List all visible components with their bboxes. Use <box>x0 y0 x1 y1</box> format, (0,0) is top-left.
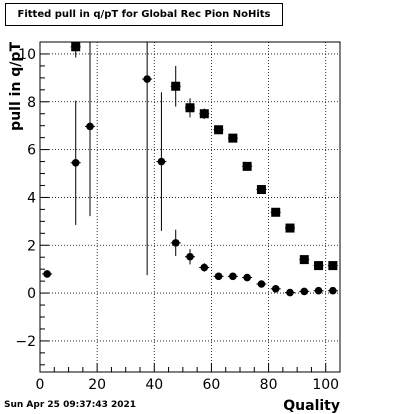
data-point <box>213 272 224 281</box>
circle-marker <box>71 158 80 167</box>
data-point <box>70 100 81 225</box>
circle-marker <box>257 280 266 288</box>
circle-marker <box>229 272 237 281</box>
square-marker <box>214 125 224 135</box>
data-point <box>213 125 224 135</box>
y-tick-label: 0 <box>27 286 36 302</box>
x-tick-label: 20 <box>88 377 106 393</box>
y-tick-label: 8 <box>27 95 36 111</box>
square-marker <box>71 42 81 52</box>
circle-marker <box>314 286 323 295</box>
plot-frame <box>39 41 341 373</box>
data-point <box>327 261 338 271</box>
y-tick-label: 2 <box>27 238 36 254</box>
x-tick-label: 40 <box>145 377 163 393</box>
data-point <box>242 161 253 171</box>
square-marker <box>314 261 324 271</box>
data-point <box>299 287 310 296</box>
data-point <box>156 92 167 231</box>
circle-marker <box>86 122 94 131</box>
y-tick-label: 4 <box>27 190 36 206</box>
data-point <box>285 288 295 297</box>
axis-ticks <box>39 53 341 372</box>
data-point <box>85 42 95 217</box>
data-point <box>242 273 253 282</box>
data-point <box>327 286 338 295</box>
grid <box>40 42 340 372</box>
square-marker <box>185 103 195 113</box>
data-point <box>270 284 281 293</box>
circle-marker <box>243 273 251 282</box>
data-point <box>142 42 153 276</box>
data-point <box>185 249 195 265</box>
y-tick-label: 10 <box>18 47 36 63</box>
circle-marker <box>43 270 51 278</box>
square-marker <box>299 255 309 265</box>
square-marker <box>228 133 238 143</box>
data-point <box>313 261 324 271</box>
circle-marker <box>329 286 337 295</box>
circle-marker <box>200 263 209 272</box>
square-marker <box>256 185 266 195</box>
data-marks <box>42 42 338 297</box>
x-axis-label: Quality <box>283 398 340 414</box>
square-marker <box>285 223 295 233</box>
chart-title: Fitted pull in q/pT for Global Rec Pion … <box>5 3 283 26</box>
square-marker <box>171 81 181 91</box>
square-marker <box>242 161 252 171</box>
x-tick-label: 100 <box>312 377 339 393</box>
data-point <box>299 255 310 265</box>
x-tick-label: 0 <box>36 377 45 393</box>
timestamp: Sun Apr 25 09:37:43 2021 <box>4 400 137 410</box>
circle-marker <box>157 157 166 166</box>
data-point <box>42 270 53 278</box>
data-point <box>227 133 238 143</box>
data-point <box>270 207 281 217</box>
y-axis-label: pull in q/pT <box>8 42 24 131</box>
data-point <box>313 286 324 295</box>
x-tick-label: 60 <box>203 377 221 393</box>
square-marker <box>271 207 281 217</box>
circle-marker <box>186 252 194 261</box>
data-point <box>199 108 210 119</box>
data-point <box>70 42 81 58</box>
tick-labels: 0 20 40 60 80 100 −2 0 2 4 6 8 10 <box>15 47 339 393</box>
circle-marker <box>171 239 180 247</box>
data-point <box>170 229 181 257</box>
data-point <box>170 65 181 107</box>
data-point <box>199 263 210 272</box>
y-tick-label: −2 <box>15 334 36 350</box>
data-point <box>285 223 295 233</box>
data-point <box>185 98 195 118</box>
y-tick-label: 6 <box>27 143 36 159</box>
circle-marker <box>271 284 280 293</box>
x-tick-label: 80 <box>260 377 278 393</box>
circle-marker <box>286 288 294 297</box>
data-point <box>256 185 267 195</box>
square-marker <box>199 109 209 119</box>
square-marker <box>328 261 338 271</box>
circle-marker <box>143 75 151 83</box>
circle-marker <box>214 272 223 281</box>
data-point <box>256 280 267 288</box>
data-point <box>227 272 238 281</box>
circle-marker <box>300 287 309 296</box>
